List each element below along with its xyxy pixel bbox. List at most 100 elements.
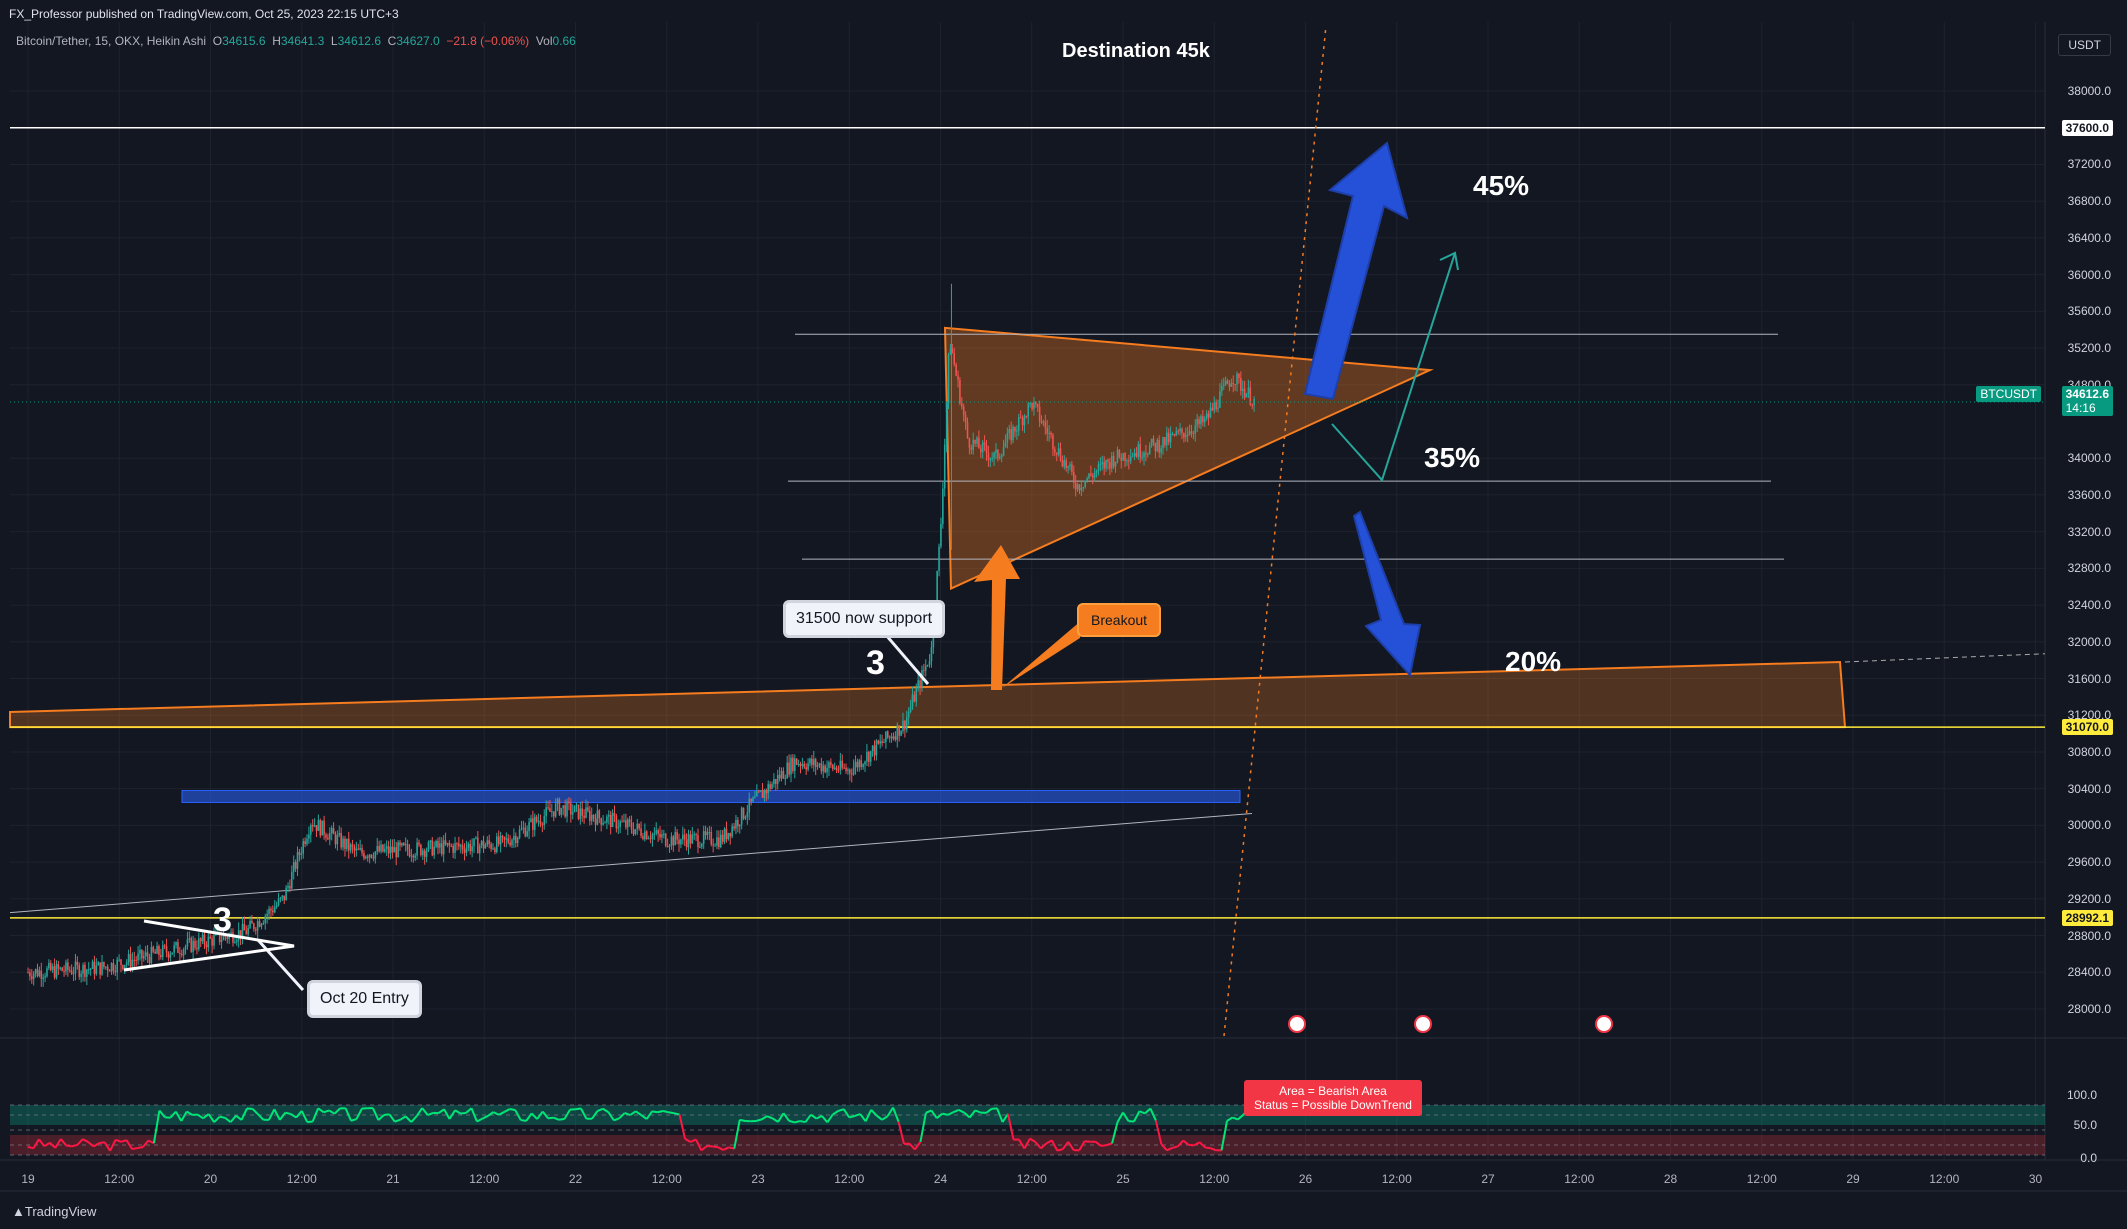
price-axis-tick: 36400.0 bbox=[2067, 230, 2111, 245]
candle-body bbox=[414, 855, 416, 858]
candle-body bbox=[317, 820, 320, 831]
candle-body bbox=[879, 741, 882, 744]
candle-body bbox=[706, 832, 709, 836]
candle-body bbox=[594, 818, 597, 825]
oscillator-line bbox=[1095, 1141, 1102, 1147]
candle-body bbox=[683, 834, 686, 840]
candle-body bbox=[716, 837, 718, 846]
candle-body bbox=[116, 959, 119, 973]
candle-body bbox=[499, 835, 502, 845]
candle-body bbox=[837, 770, 840, 772]
candle-body bbox=[294, 862, 297, 869]
candle-body bbox=[1114, 461, 1117, 467]
candle-body bbox=[478, 845, 481, 854]
candle-body bbox=[792, 757, 794, 771]
candle-body bbox=[421, 850, 424, 856]
candle-body bbox=[524, 827, 527, 837]
candle-body bbox=[188, 938, 191, 940]
candle-body bbox=[264, 916, 267, 923]
candle-body bbox=[251, 920, 253, 924]
candle-body bbox=[1135, 453, 1138, 457]
candle-body bbox=[29, 972, 31, 977]
time-axis-tick: 24 bbox=[933, 1172, 948, 1186]
oscillator-line bbox=[520, 1119, 527, 1122]
candle-body bbox=[247, 927, 249, 935]
oscillator-line bbox=[1144, 1107, 1152, 1115]
candle-body bbox=[59, 967, 62, 969]
candle-body bbox=[458, 843, 460, 847]
candle-body bbox=[349, 844, 352, 851]
candle-body bbox=[670, 836, 673, 846]
oscillator-line bbox=[553, 1116, 560, 1121]
candle-body bbox=[397, 842, 399, 858]
candle-body bbox=[583, 815, 585, 818]
candle-body bbox=[365, 856, 367, 859]
oscillator-line bbox=[333, 1107, 341, 1115]
candle-body bbox=[465, 847, 468, 853]
candle-body bbox=[710, 832, 713, 845]
candle-body bbox=[1230, 382, 1233, 387]
oscillator-line bbox=[958, 1109, 965, 1114]
candle-body bbox=[346, 838, 348, 849]
time-axis-tick: 12:00 bbox=[834, 1172, 865, 1186]
oscillator-line bbox=[388, 1113, 396, 1123]
candle-body bbox=[160, 954, 162, 958]
oscillator-status-note: Area = Bearish Area Status = Possible Do… bbox=[1244, 1080, 1422, 1116]
candle-body bbox=[917, 680, 919, 689]
candle-body bbox=[712, 844, 714, 846]
candle-body bbox=[1010, 429, 1012, 441]
price-axis-tick: 32000.0 bbox=[2067, 634, 2111, 649]
oscillator-line bbox=[481, 1115, 489, 1120]
candle-body bbox=[562, 805, 565, 808]
drawings-layer bbox=[123, 141, 1613, 1033]
candle-body bbox=[793, 758, 796, 771]
time-axis-tick: 12:00 bbox=[1564, 1172, 1595, 1186]
oscillator-line bbox=[1050, 1139, 1059, 1152]
candle-body bbox=[1243, 388, 1246, 398]
oscillator-line bbox=[32, 1138, 40, 1149]
candle-body bbox=[1069, 464, 1071, 467]
breakout-callout[interactable]: Breakout bbox=[1077, 603, 1162, 637]
candle-body bbox=[374, 851, 377, 859]
candle-body bbox=[535, 816, 538, 822]
support-callout[interactable]: 31500 now support bbox=[783, 600, 946, 638]
oscillator-note-line1: Area = Bearish Area bbox=[1279, 1084, 1387, 1098]
candle-body bbox=[883, 741, 885, 743]
candle-body bbox=[1107, 459, 1109, 463]
oscillator-line bbox=[602, 1107, 609, 1113]
oscillator-line bbox=[804, 1114, 812, 1123]
candle-body bbox=[795, 758, 798, 765]
time-axis-tick: 22 bbox=[568, 1172, 583, 1186]
oscillator-line bbox=[1067, 1141, 1075, 1151]
candle-body bbox=[864, 761, 866, 765]
candle-body bbox=[545, 807, 547, 817]
symbol-legend[interactable]: Bitcoin/Tether, 15, OKX, Heikin Ashi O34… bbox=[16, 34, 576, 48]
candle-body bbox=[1158, 440, 1161, 453]
price-axis-tick: 32800.0 bbox=[2067, 561, 2111, 576]
oscillator-line bbox=[219, 1115, 226, 1119]
candle-body bbox=[1219, 391, 1221, 408]
oscillator-line bbox=[251, 1108, 259, 1115]
candle-body bbox=[86, 969, 88, 977]
oscillator-line bbox=[1198, 1141, 1206, 1149]
entry-callout[interactable]: Oct 20 Entry bbox=[307, 980, 422, 1018]
candle-body bbox=[234, 942, 236, 944]
oscillator-line bbox=[509, 1107, 516, 1112]
time-axis-tick: 12:00 bbox=[651, 1172, 682, 1186]
oscillator-line bbox=[575, 1107, 582, 1111]
candle-body bbox=[325, 834, 327, 838]
candle-body bbox=[932, 631, 935, 648]
currency-button[interactable]: USDT bbox=[2058, 34, 2111, 56]
candle-body bbox=[801, 763, 804, 766]
candle-body bbox=[759, 790, 762, 792]
candle-body bbox=[1162, 437, 1164, 449]
candle-body bbox=[1002, 447, 1005, 456]
candle-body bbox=[942, 488, 944, 525]
candle-body bbox=[473, 838, 475, 847]
candle-body bbox=[596, 810, 599, 825]
candle-body bbox=[850, 773, 853, 775]
candle-body bbox=[1057, 448, 1060, 455]
tradingview-logo[interactable]: ▲​ TradingView bbox=[12, 1204, 96, 1219]
candle-body bbox=[564, 805, 566, 817]
